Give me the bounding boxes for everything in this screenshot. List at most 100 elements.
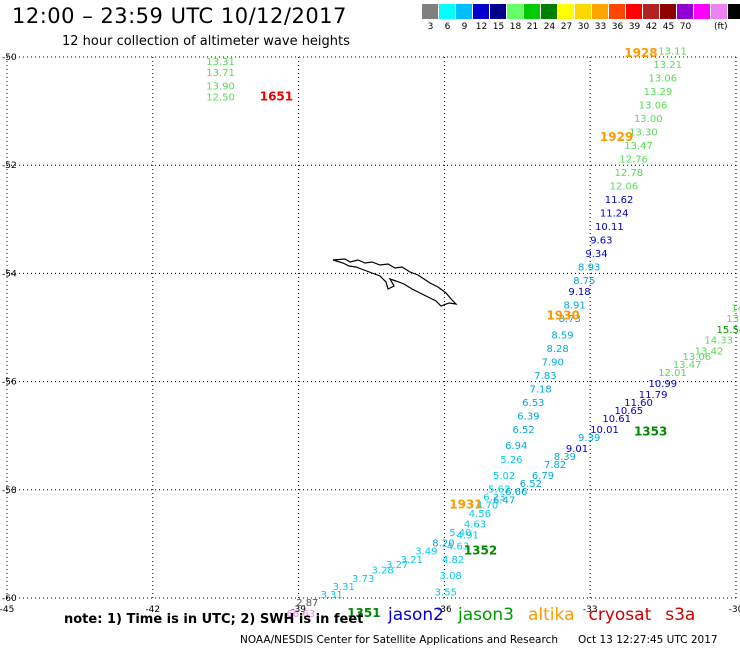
wave-height-label: 13.71	[206, 68, 235, 79]
wave-height-label: 10.01	[590, 425, 619, 436]
wave-height-label: 10.65	[615, 406, 644, 417]
wave-height-label: 13.00	[634, 114, 663, 125]
legend-label-5: 18	[509, 22, 522, 32]
wave-height-label: 5.26	[500, 455, 522, 466]
pass-time-label: 1930	[546, 308, 579, 322]
wave-height-label: 3.73	[352, 574, 374, 585]
legend-label-10: 33	[594, 22, 607, 32]
legend-label-6: 21	[526, 22, 539, 32]
wave-height-label: 12.78	[615, 168, 644, 179]
wave-height-label: 4.63	[447, 541, 469, 552]
wave-height-label: 3.49	[415, 547, 437, 558]
wave-height-label: 10.61	[602, 414, 631, 425]
wave-height-label: 8.28	[546, 344, 568, 355]
wave-height-label: 13.30	[629, 127, 658, 138]
lat-label: -52	[2, 161, 17, 171]
wave-height-label: 6.52	[520, 479, 542, 490]
lon-label: -39	[291, 605, 306, 615]
mission-jason3: jason3	[458, 605, 514, 625]
wave-height-label: 6.94	[505, 441, 527, 452]
page-subtitle: 12 hour collection of altimeter wave hei…	[62, 34, 350, 49]
wave-height-label: 6.47	[493, 495, 515, 506]
wave-height-label: 3.31	[320, 590, 342, 601]
wave-height-label: 13.6	[726, 314, 740, 325]
lat-label: -56	[2, 378, 17, 388]
legend-swatch-2	[456, 4, 473, 19]
legend-labels: 3 6 9 12 15 18 21 24 27 30 33 36 39 42 45 70	[422, 22, 694, 32]
wave-height-label: 7.83	[534, 371, 556, 382]
wave-height-label: 13.29	[644, 87, 673, 98]
wave-height-label: 6.52	[512, 425, 534, 436]
wave-height-label: 5.02	[493, 471, 515, 482]
pass-time-label: 1351	[347, 606, 380, 620]
wave-height-label: 11.62	[605, 195, 634, 206]
legend-label-12: 39	[628, 22, 641, 32]
mission-altika: altika	[528, 605, 575, 625]
legend-swatch-7	[541, 4, 558, 19]
legend-swatch-18	[728, 4, 740, 19]
legend-swatch-3	[473, 4, 490, 19]
south-georgia-island	[332, 258, 458, 307]
legend-swatch-14	[660, 4, 677, 19]
wave-height-label: 9.18	[568, 287, 590, 298]
legend-label-13: 42	[645, 22, 658, 32]
legend-label-1: 6	[444, 22, 451, 32]
pass-time-label: 1931	[449, 498, 482, 512]
legend-swatch-16	[694, 4, 711, 19]
wave-height-label: 13.06	[683, 352, 712, 363]
wave-height-label: 3.21	[401, 555, 423, 566]
wave-height-label: 8.75	[573, 276, 595, 287]
legend-swatch-1	[439, 4, 456, 19]
wave-height-label: 9.39	[578, 433, 600, 444]
credit-timestamp: Oct 13 12:27:45 UTC 2017	[578, 634, 718, 646]
legend-label-4: 15	[492, 22, 505, 32]
wave-height-label: 4.82	[442, 555, 464, 566]
legend-label-2: 9	[461, 22, 468, 32]
wave-height-label: 6.23	[483, 493, 505, 504]
wave-height-label: 66.63	[286, 609, 315, 620]
wave-height-label: 4.91	[457, 530, 479, 541]
pass-time-label: 1929	[600, 130, 633, 144]
legend-swatch-9	[575, 4, 592, 19]
legend-label-0: 3	[427, 22, 434, 32]
wave-height-label: 6.66	[505, 487, 527, 498]
credit-line: NOAA/NESDIS Center for Satellite Applica…	[240, 634, 558, 646]
legend-swatch-0	[422, 4, 439, 19]
wave-height-label: 12.01	[658, 368, 687, 379]
lon-label: -36	[437, 605, 452, 615]
wave-height-label: 4.70	[476, 501, 498, 512]
wave-height-label: 11.60	[624, 398, 653, 409]
page-title: 12:00 – 23:59 UTC 10/12/2017	[12, 4, 347, 28]
legend-swatch-10	[592, 4, 609, 19]
wave-height-label: 3.28	[372, 566, 394, 577]
lat-label: -58	[2, 486, 17, 496]
footnote: note: 1) Time is in UTC; 2) SWH is in fe…	[64, 612, 364, 627]
wave-height-label: 7.82	[544, 460, 566, 471]
lon-label: -30	[729, 605, 740, 615]
wave-height-label: 6.39	[517, 411, 539, 422]
wave-height-label: 15.54	[717, 325, 740, 336]
wave-height-label: 11.79	[639, 390, 668, 401]
wave-height-label: 8.93	[578, 263, 600, 274]
wave-height-label: 13.47	[673, 360, 702, 371]
lon-label: -42	[145, 605, 160, 615]
legend-label-3: 12	[475, 22, 488, 32]
legend-label-15: 70	[679, 22, 692, 32]
wave-height-label: 8.20	[432, 539, 454, 550]
wave-height-label: 3.08	[440, 571, 462, 582]
legend-swatch-13	[643, 4, 660, 19]
axis-labels: -45 -42 -39 -36 -33 -30 -50 -52 -54 -56 -58 -60	[0, 53, 740, 615]
pass-time-label: 1651	[260, 89, 293, 103]
mission-legend: jason2 jason3 altika cryosat s3a	[388, 605, 695, 625]
wave-height-label: 3.55	[435, 587, 457, 598]
pass-time-label: 1928	[624, 46, 657, 60]
pass-time-label: 1352	[464, 544, 497, 558]
wave-height-label: 5.40	[449, 528, 471, 539]
legend-swatch-11	[609, 4, 626, 19]
wave-height-label: 8.91	[563, 301, 585, 312]
legend-label-7: 24	[543, 22, 556, 32]
wave-height-label: 13.31	[206, 57, 235, 68]
wave-height-label: 3.31	[333, 582, 355, 593]
